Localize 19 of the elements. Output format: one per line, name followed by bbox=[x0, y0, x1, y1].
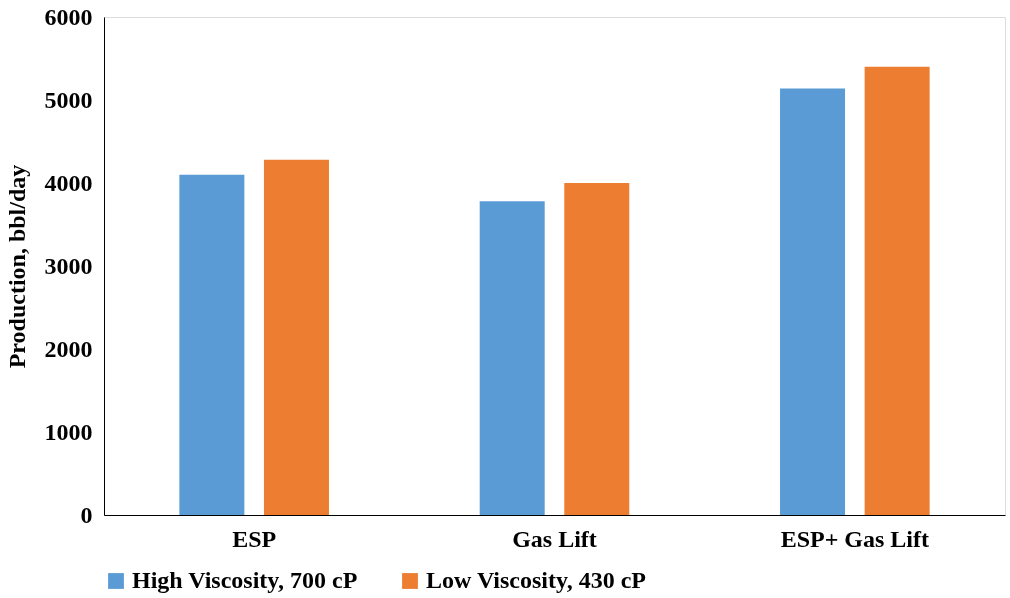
legend-label: Low Viscosity, 430 cP bbox=[426, 567, 646, 593]
bar bbox=[179, 174, 245, 515]
y-tick-label: 5000 bbox=[44, 86, 93, 113]
y-tick-label: 4000 bbox=[44, 169, 93, 196]
bar bbox=[564, 183, 630, 515]
bar bbox=[780, 88, 846, 515]
bar bbox=[479, 201, 545, 515]
x-tick-label: Gas Lift bbox=[512, 525, 597, 552]
x-tick-label: ESP+ Gas Lift bbox=[780, 525, 930, 552]
y-tick-label: 3000 bbox=[44, 252, 93, 279]
legend-label: High Viscosity, 700 cP bbox=[132, 567, 358, 593]
y-axis-title: Production, bbl/day bbox=[3, 164, 30, 369]
y-tick-label: 0 bbox=[80, 501, 93, 528]
bar bbox=[864, 66, 930, 515]
y-tick-label: 6000 bbox=[44, 3, 93, 30]
bar bbox=[263, 159, 329, 515]
y-tick-label: 1000 bbox=[44, 418, 93, 445]
x-tick-label: ESP bbox=[232, 525, 277, 552]
y-tick-label: 2000 bbox=[44, 335, 93, 362]
